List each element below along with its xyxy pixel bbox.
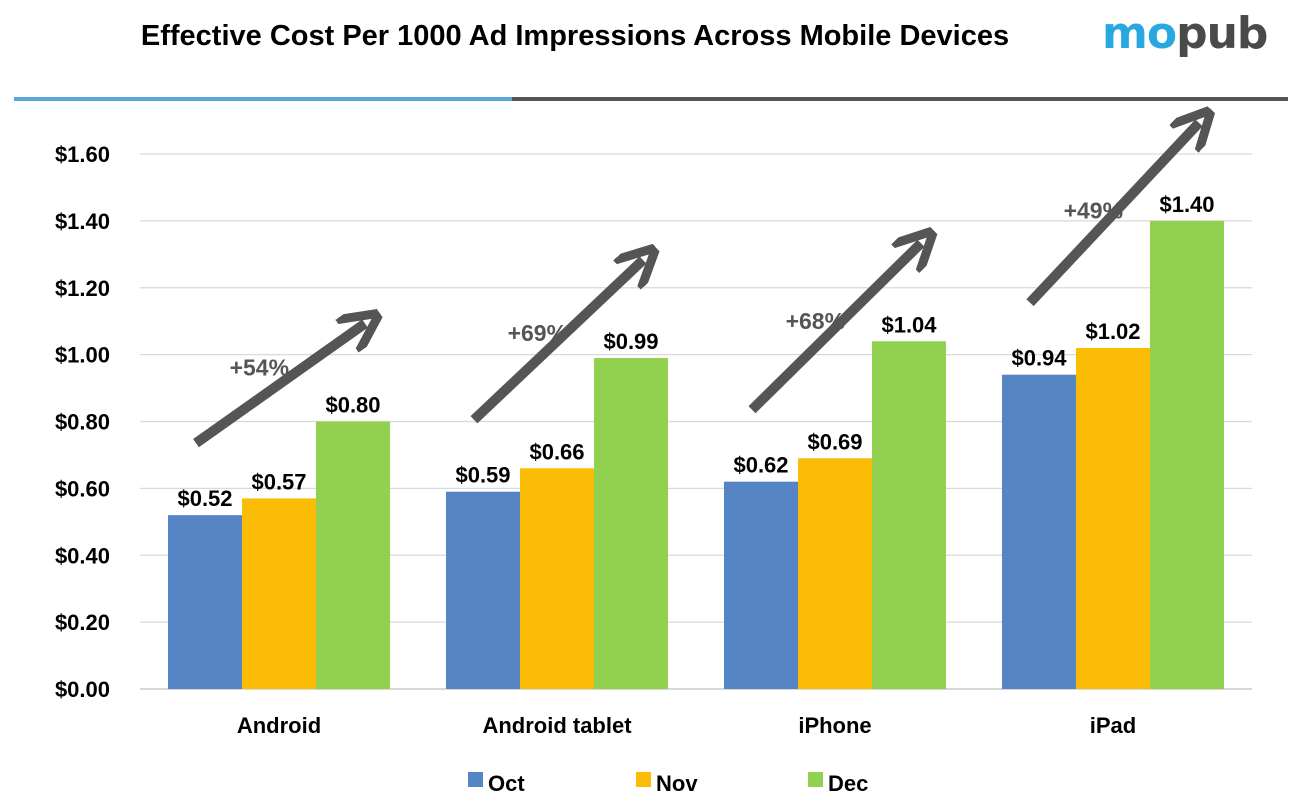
y-tick-label: $1.00 [55, 343, 110, 368]
legend-swatch [808, 772, 823, 787]
y-tick-label: $1.40 [55, 209, 110, 234]
bar [446, 491, 520, 689]
legend-label: Oct [488, 771, 525, 796]
y-tick-label: $0.60 [55, 476, 110, 501]
y-tick-label: $0.40 [55, 543, 110, 568]
legend-label: Dec [828, 771, 868, 796]
bar [1076, 347, 1150, 689]
trend-arrow [193, 324, 365, 448]
trend-arrow [748, 243, 921, 414]
data-label: $0.52 [177, 486, 232, 511]
x-tick-label: Android tablet [482, 713, 632, 738]
percent-change-label: +69% [508, 320, 567, 346]
data-label: $0.69 [807, 429, 862, 454]
data-label: $1.02 [1085, 319, 1140, 344]
bar [168, 515, 242, 689]
trend-arrow [470, 260, 643, 424]
data-label: $1.04 [881, 312, 937, 337]
legend-label: Nov [656, 771, 698, 796]
header-divider-blue [14, 97, 512, 101]
y-tick-label: $1.20 [55, 276, 110, 301]
legend-swatch [468, 772, 483, 787]
chart-title: Effective Cost Per 1000 Ad Impressions A… [140, 20, 1010, 52]
header-divider-gray [512, 97, 1288, 101]
data-label: $0.57 [251, 469, 306, 494]
bar [798, 458, 872, 689]
data-label: $0.62 [733, 453, 788, 478]
x-tick-label: Android [237, 713, 321, 738]
bar [1002, 374, 1076, 689]
bar [316, 421, 390, 689]
data-label: $1.40 [1159, 192, 1214, 217]
data-label: $0.99 [603, 329, 658, 354]
data-label: $0.59 [455, 463, 510, 488]
percent-change-label: +49% [1064, 197, 1123, 223]
mopub-logo: mopub [1102, 8, 1268, 59]
x-tick-label: iPhone [798, 713, 871, 738]
bar [520, 468, 594, 689]
bar [242, 498, 316, 689]
logo-text-mo: mo [1102, 8, 1177, 59]
y-tick-label: $0.80 [55, 410, 110, 435]
trend-arrow [1026, 123, 1199, 307]
y-tick-label: $0.20 [55, 610, 110, 635]
percent-change-label: +68% [786, 308, 845, 334]
y-tick-label: $0.00 [55, 677, 110, 702]
logo-text-pub: pub [1176, 8, 1268, 59]
bar [724, 481, 798, 689]
y-tick-label: $1.60 [55, 142, 110, 167]
percent-change-label: +54% [230, 355, 289, 381]
bar [1150, 220, 1224, 689]
data-label: $0.94 [1011, 346, 1067, 371]
data-label: $0.80 [325, 393, 380, 418]
x-tick-label: iPad [1090, 713, 1136, 738]
legend-swatch [636, 772, 651, 787]
bar [872, 341, 946, 689]
bar [594, 357, 668, 689]
data-label: $0.66 [529, 439, 584, 464]
